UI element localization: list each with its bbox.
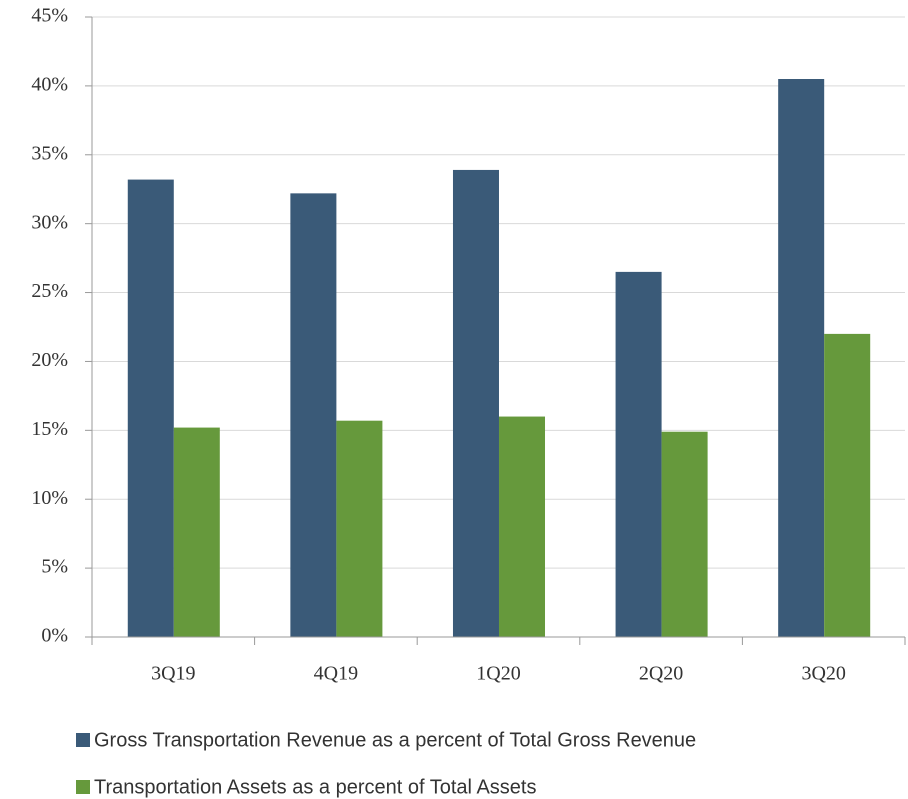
- y-tick-label: 30%: [31, 211, 68, 233]
- y-tick-label: 40%: [31, 73, 68, 95]
- x-tick-label: 3Q19: [151, 663, 195, 685]
- x-tick-label: 1Q20: [476, 663, 520, 685]
- legend-label: Transportation Assets as a percent of To…: [94, 776, 536, 798]
- x-tick-label: 2Q20: [639, 663, 683, 685]
- x-tick-label: 3Q20: [801, 663, 845, 685]
- y-tick-label: 20%: [31, 349, 68, 371]
- bar: [498, 416, 546, 637]
- bar: [127, 179, 174, 638]
- y-tick-label: 0%: [41, 625, 68, 647]
- legend-label: Gross Transportation Revenue as a percen…: [94, 729, 696, 751]
- bar: [290, 193, 337, 637]
- y-tick-label: 15%: [31, 418, 68, 440]
- bar: [778, 79, 825, 637]
- y-tick-label: 35%: [31, 142, 68, 164]
- bar: [173, 427, 220, 637]
- bar: [661, 431, 708, 637]
- bar: [452, 169, 499, 637]
- y-tick-label: 45%: [31, 5, 68, 27]
- bar: [336, 420, 383, 637]
- bar: [824, 333, 871, 637]
- bar: [615, 271, 662, 637]
- legend-swatch: [76, 733, 90, 747]
- y-tick-label: 25%: [31, 280, 68, 302]
- x-tick-label: 4Q19: [314, 663, 358, 685]
- y-tick-label: 5%: [41, 556, 68, 578]
- legend-swatch: [76, 780, 90, 794]
- y-tick-label: 10%: [31, 487, 68, 509]
